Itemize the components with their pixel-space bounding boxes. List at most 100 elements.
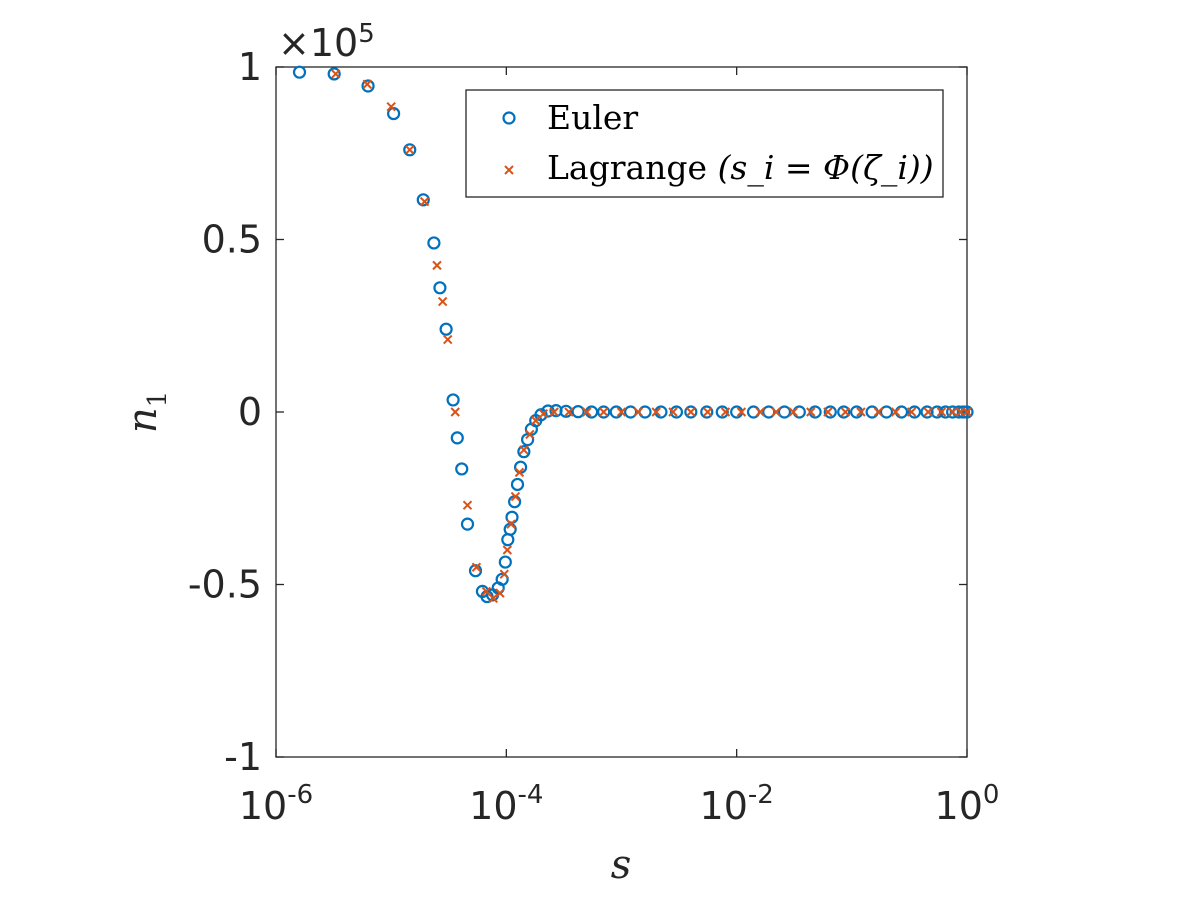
euler-point bbox=[669, 405, 684, 419]
lagrange-point bbox=[495, 588, 505, 598]
euler-point bbox=[879, 405, 894, 419]
euler-point bbox=[938, 405, 953, 419]
legend: Euler Lagrange (s_i = Φ(ζ_i)) bbox=[465, 89, 944, 198]
euler-point bbox=[446, 393, 460, 407]
legend-box bbox=[465, 89, 944, 198]
lagrange-point bbox=[531, 415, 541, 426]
lagrange-point bbox=[499, 569, 509, 579]
euler-point bbox=[571, 405, 585, 419]
lagrange-point bbox=[823, 407, 833, 417]
euler-point bbox=[907, 405, 922, 419]
euler-point bbox=[624, 405, 638, 419]
euler-point bbox=[416, 193, 430, 207]
euler-point bbox=[837, 405, 851, 419]
lagrange-point bbox=[923, 407, 933, 417]
euler-point bbox=[460, 517, 475, 531]
euler-point bbox=[403, 143, 417, 157]
euler-point bbox=[439, 322, 453, 336]
euler-point bbox=[292, 65, 307, 79]
lagrange-point bbox=[806, 407, 816, 417]
y-tick-labels: 1 0.5 0 -0.5 -1 bbox=[188, 45, 262, 779]
legend-marker-lagrange bbox=[504, 165, 514, 175]
y-tick-label: 1 bbox=[238, 45, 262, 89]
legend-label-lagrange-math: (s_i = Φ(ζ_i)) bbox=[718, 148, 934, 188]
lagrange-point bbox=[668, 407, 678, 417]
lagrange-point bbox=[686, 407, 696, 417]
y-tick-label: 0 bbox=[238, 390, 262, 434]
y-tick-label: -1 bbox=[224, 735, 262, 779]
lagrange-point bbox=[437, 296, 448, 307]
lagrange-point bbox=[947, 407, 958, 417]
euler-point bbox=[427, 236, 441, 250]
y-axis-title: n1 bbox=[120, 391, 173, 433]
x-axis-title: s bbox=[611, 842, 632, 888]
lagrange-point bbox=[525, 429, 535, 440]
x-tick-label: 10-6 bbox=[239, 780, 313, 828]
lagrange-point bbox=[962, 407, 972, 417]
data-markers bbox=[292, 65, 974, 604]
lagrange-point bbox=[788, 407, 798, 417]
lagrange-point bbox=[443, 334, 453, 345]
euler-point bbox=[762, 405, 776, 419]
euler-point bbox=[450, 431, 464, 445]
lagrange-point bbox=[362, 79, 372, 89]
lagrange-point bbox=[405, 145, 415, 155]
lagrange-point bbox=[890, 407, 901, 417]
lagrange-point bbox=[510, 491, 521, 502]
lagrange-point bbox=[633, 407, 644, 417]
y-multiplier-label: ×105 bbox=[278, 19, 375, 65]
lagrange-point bbox=[471, 562, 482, 572]
euler-point bbox=[715, 405, 729, 419]
euler-point bbox=[823, 405, 837, 419]
lagrange-point bbox=[549, 407, 559, 417]
euler-point bbox=[433, 281, 447, 295]
legend-label-lagrange: Lagrange (s_i = Φ(ζ_i)) bbox=[547, 148, 934, 188]
lagrange-point bbox=[538, 409, 549, 419]
euler-point bbox=[700, 405, 714, 419]
x-tick-label: 100 bbox=[935, 780, 1000, 828]
lagrange-point bbox=[564, 407, 574, 417]
lagrange-point bbox=[462, 500, 473, 510]
lagrange-point bbox=[506, 519, 516, 529]
legend-label-lagrange-prefix: Lagrange bbox=[547, 148, 718, 187]
euler-point bbox=[597, 405, 611, 419]
lagrange-point bbox=[331, 69, 341, 79]
lagrange-point bbox=[481, 586, 492, 597]
y-tick-label: 0.5 bbox=[202, 218, 262, 262]
lagrange-point bbox=[514, 467, 525, 478]
legend-label-euler: Euler bbox=[547, 98, 638, 137]
euler-point bbox=[498, 555, 512, 569]
lagrange-point bbox=[736, 407, 747, 417]
euler-point bbox=[361, 79, 375, 93]
euler-point bbox=[495, 572, 509, 586]
euler-point bbox=[684, 405, 698, 419]
lagrange-point bbox=[720, 407, 731, 417]
lagrange-point bbox=[856, 407, 866, 417]
x-tick-label: 10-2 bbox=[700, 780, 774, 828]
lagrange-point bbox=[598, 407, 609, 417]
euler-point bbox=[327, 67, 341, 81]
lagrange-point bbox=[519, 445, 529, 455]
euler-point bbox=[777, 405, 792, 419]
euler-point bbox=[534, 408, 548, 422]
lagrange-point bbox=[450, 407, 460, 417]
legend-marker-euler bbox=[502, 111, 516, 125]
euler-point bbox=[510, 477, 525, 492]
lagrange-point bbox=[936, 407, 947, 417]
euler-point bbox=[455, 462, 469, 476]
lagrange-point bbox=[386, 101, 396, 112]
lagrange-point bbox=[906, 407, 917, 417]
lagrange-point bbox=[582, 407, 592, 417]
series-lagrange bbox=[331, 69, 972, 604]
lagrange-point bbox=[755, 407, 765, 417]
x-tick-labels: 10-6 10-4 10-2 100 bbox=[239, 780, 1000, 828]
lagrange-point bbox=[651, 407, 661, 417]
x-tick-label: 10-4 bbox=[469, 780, 543, 828]
lagrange-point bbox=[840, 407, 851, 417]
euler-point bbox=[517, 445, 531, 459]
lagrange-point bbox=[502, 545, 513, 555]
lagrange-point bbox=[432, 260, 442, 271]
y-tick-label: -0.5 bbox=[188, 563, 262, 607]
lagrange-point bbox=[488, 593, 498, 604]
lagrange-point bbox=[419, 196, 430, 207]
